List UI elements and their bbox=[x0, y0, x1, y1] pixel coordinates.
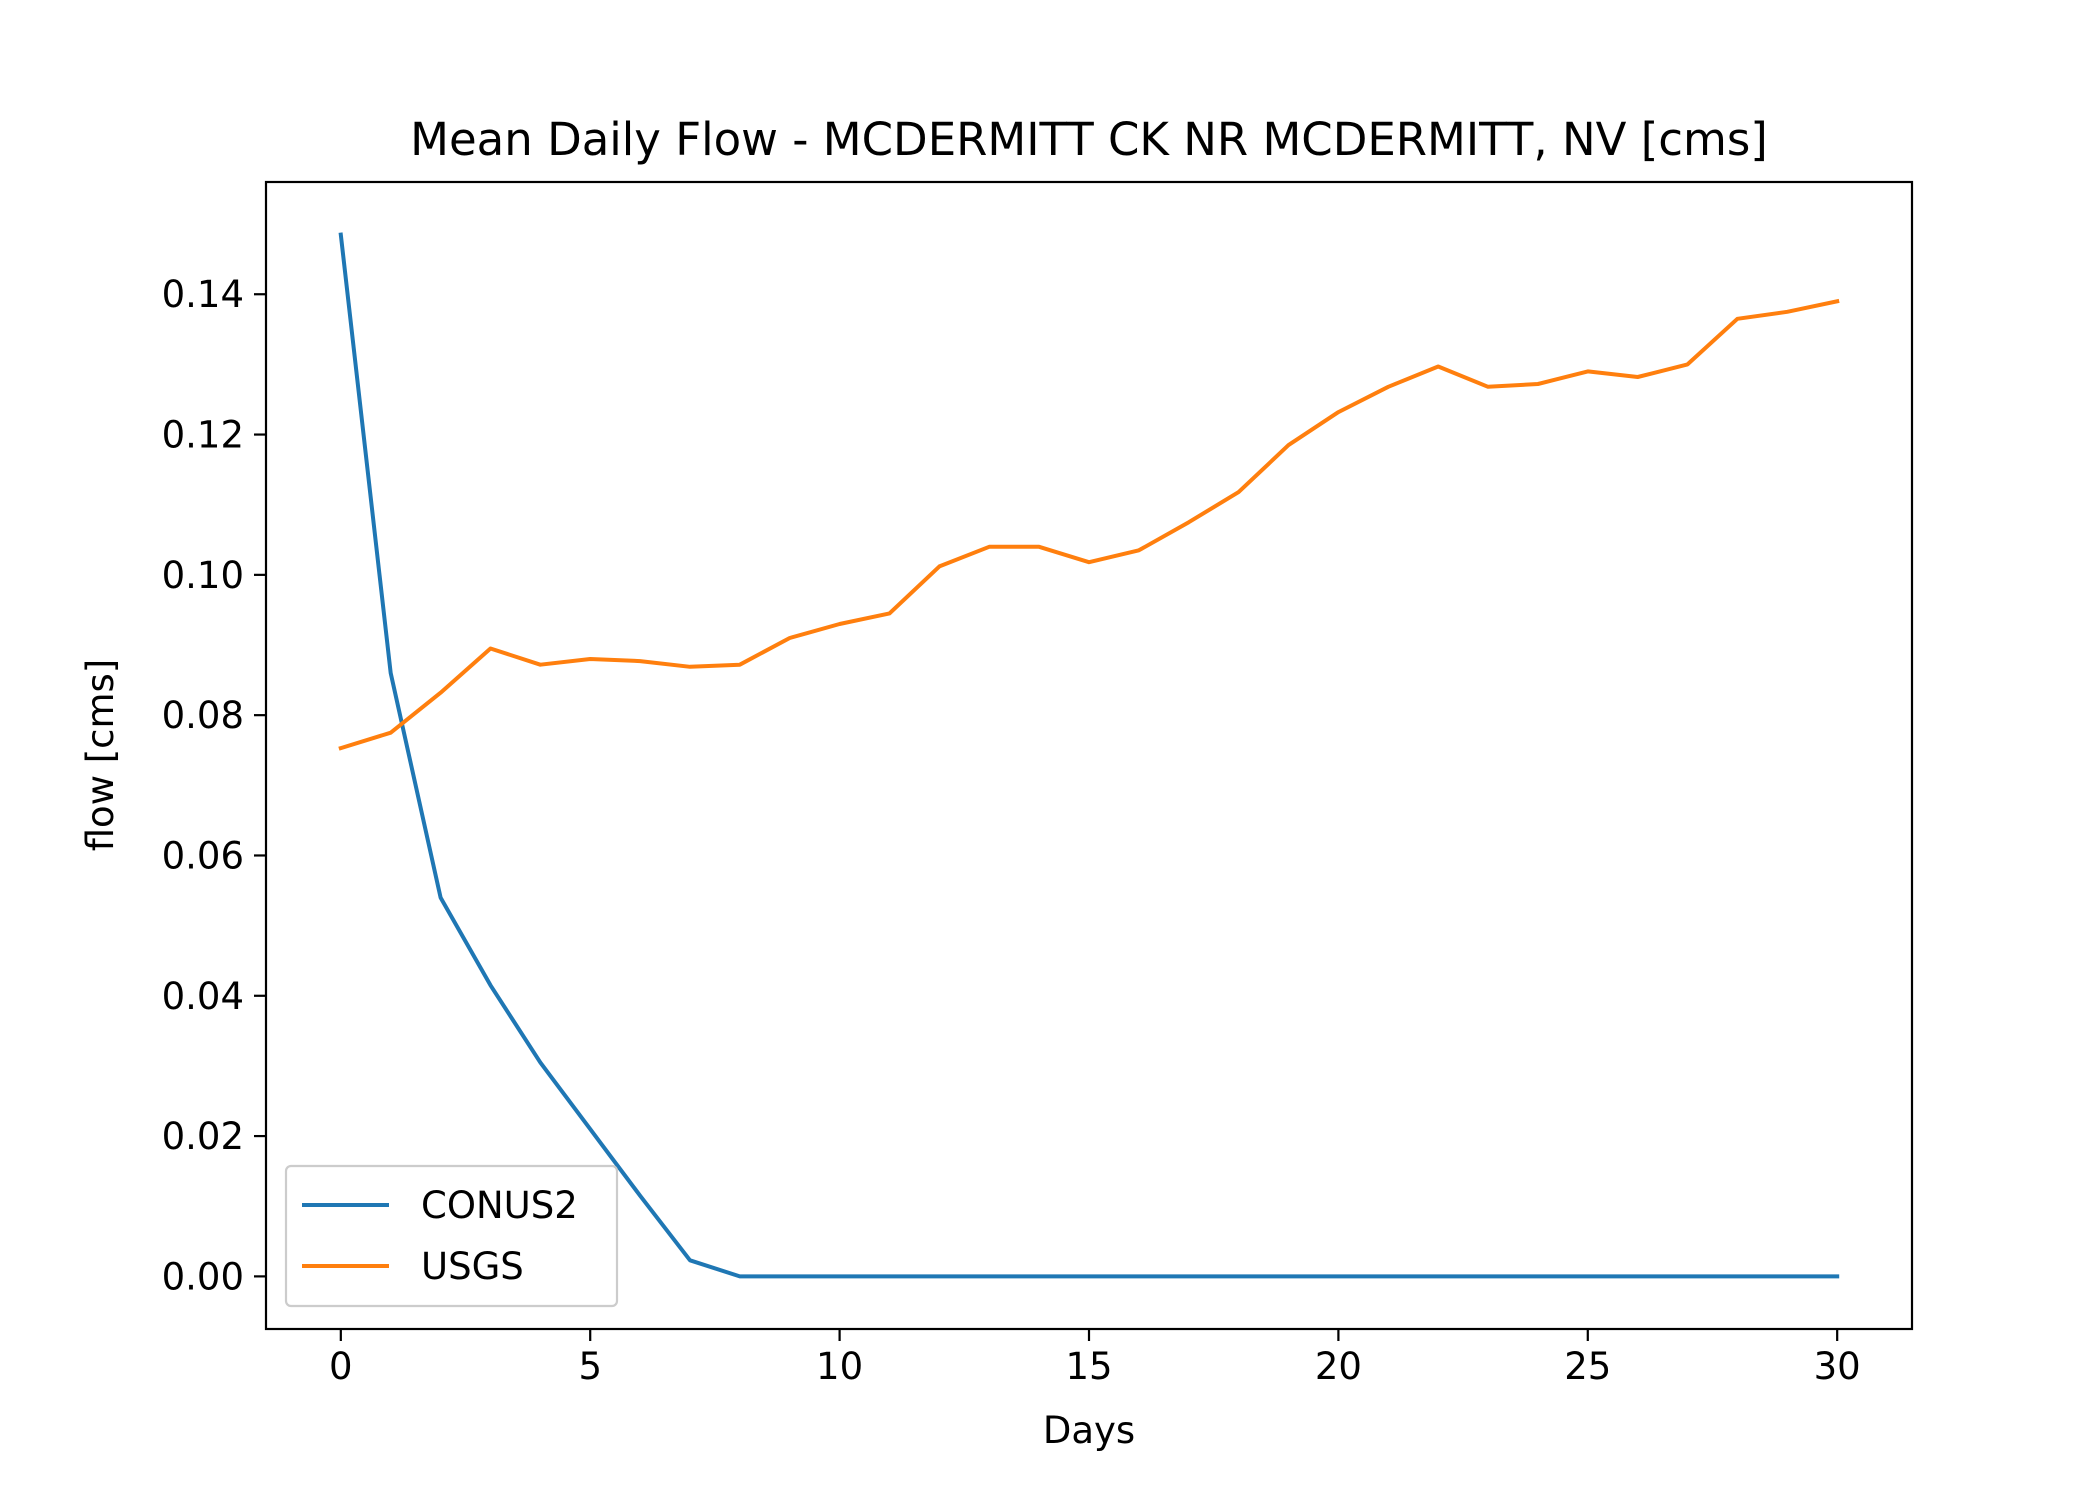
legend-label-conus2: CONUS2 bbox=[421, 1184, 578, 1227]
x-tick-label: 20 bbox=[1315, 1345, 1362, 1388]
y-tick-label: 0.10 bbox=[162, 554, 244, 597]
y-tick-label: 0.06 bbox=[162, 834, 244, 877]
legend-label-usgs: USGS bbox=[421, 1245, 524, 1288]
x-tick-label: 10 bbox=[816, 1345, 863, 1388]
chart-title: Mean Daily Flow - MCDERMITT CK NR MCDERM… bbox=[410, 113, 1768, 166]
x-tick-label: 30 bbox=[1814, 1345, 1861, 1388]
x-axis-title: Days bbox=[1043, 1409, 1135, 1452]
y-tick-label: 0.08 bbox=[162, 694, 244, 737]
x-axis-ticks: 0 5 10 15 20 25 30 bbox=[329, 1329, 1861, 1388]
y-axis-title: flow [cms] bbox=[79, 659, 122, 852]
x-tick-label: 0 bbox=[329, 1345, 353, 1388]
x-tick-label: 5 bbox=[578, 1345, 602, 1388]
y-tick-label: 0.00 bbox=[162, 1255, 244, 1298]
y-tick-label: 0.02 bbox=[162, 1115, 244, 1158]
legend: CONUS2 USGS bbox=[284, 1164, 619, 1308]
legend-box bbox=[284, 1164, 619, 1308]
series-line-conus2 bbox=[338, 232, 1840, 1279]
x-tick-label: 25 bbox=[1564, 1345, 1611, 1388]
y-tick-label: 0.04 bbox=[162, 975, 244, 1018]
y-tick-label: 0.12 bbox=[162, 414, 244, 457]
y-axis-ticks: 0.00 0.02 0.04 0.06 0.08 0.10 0.12 0.14 bbox=[162, 273, 266, 1298]
x-tick-label: 15 bbox=[1065, 1345, 1112, 1388]
y-tick-label: 0.14 bbox=[162, 273, 244, 316]
series-layer bbox=[338, 232, 1840, 1279]
series-line-usgs bbox=[338, 298, 1840, 751]
